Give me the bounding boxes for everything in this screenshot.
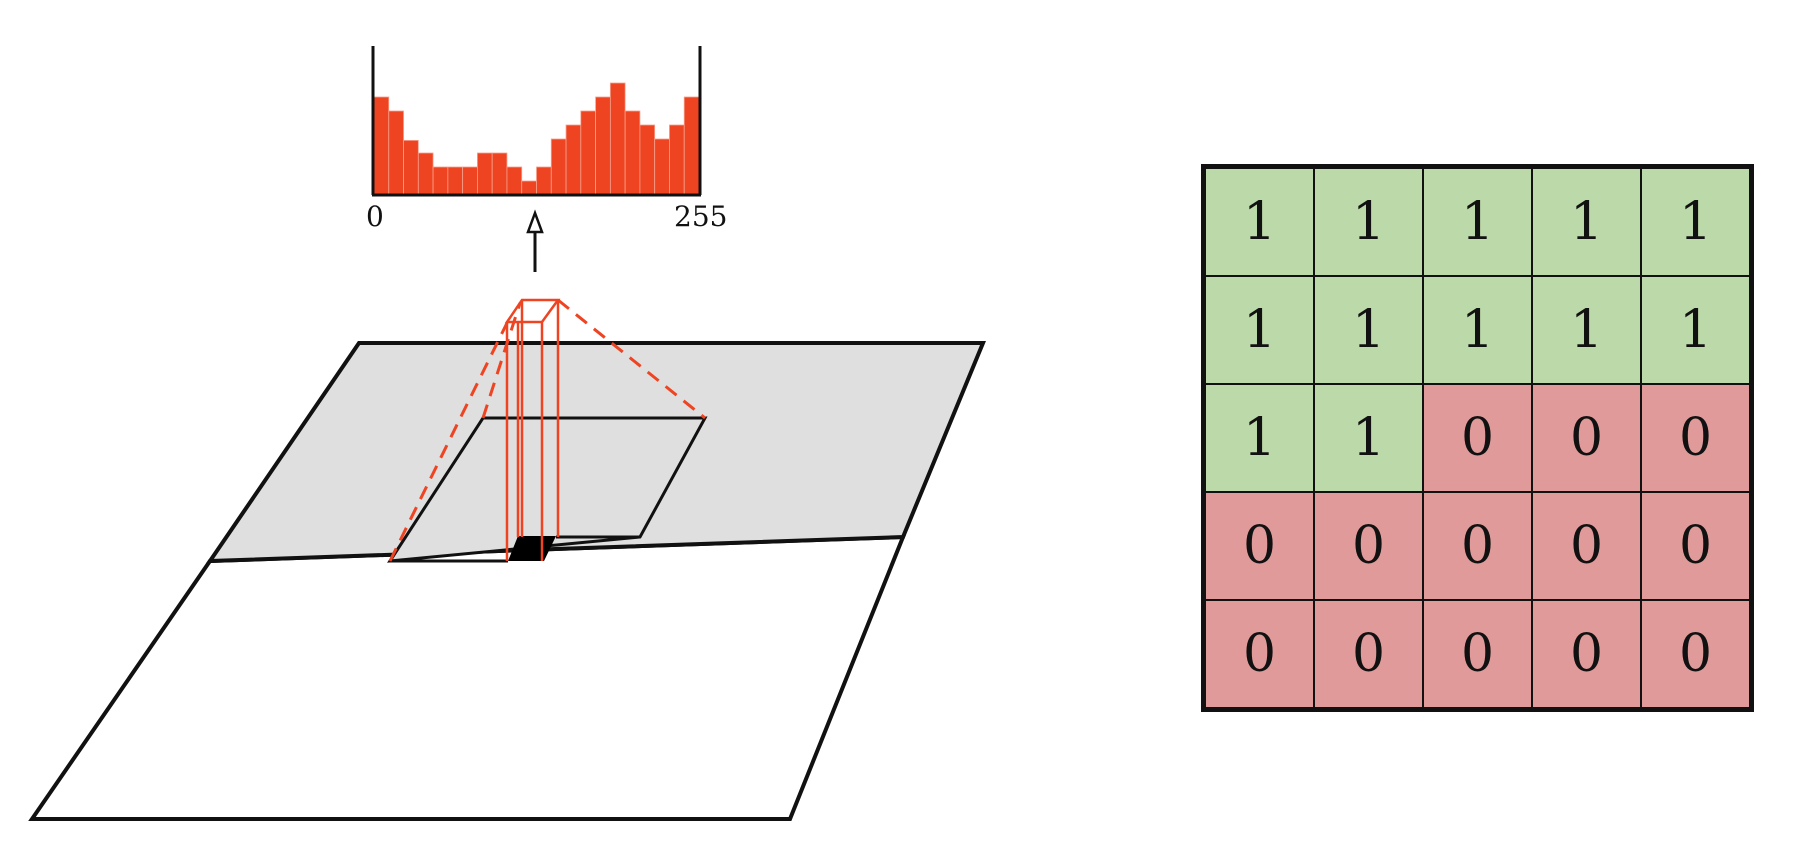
- grid-cell: 0: [1531, 383, 1642, 493]
- histogram-bar: [639, 124, 656, 196]
- histogram-min-label: 0: [366, 200, 384, 233]
- lower-plane: [28, 534, 906, 821]
- grid-cell: 1: [1202, 383, 1315, 493]
- grid-cell: 1: [1640, 165, 1753, 277]
- histogram-bar: [506, 166, 523, 196]
- histogram-bar: [403, 139, 419, 196]
- grid-cell: 0: [1202, 491, 1315, 601]
- pixel-column: [504, 298, 561, 561]
- grid-cell: 1: [1531, 165, 1642, 277]
- histogram: 0 255: [366, 46, 727, 233]
- histogram-bar: [417, 152, 434, 196]
- histogram-bar: [550, 138, 567, 196]
- histogram-bar: [595, 96, 611, 196]
- histogram-bar: [447, 166, 464, 196]
- selected-pixel: [508, 536, 556, 561]
- grid-cell: 0: [1640, 491, 1753, 601]
- grid-cell: 0: [1531, 599, 1642, 711]
- histogram-bars: [373, 82, 700, 196]
- grid-cell: 0: [1640, 383, 1753, 493]
- grid-cell: 1: [1313, 275, 1424, 385]
- histogram-bar: [388, 110, 404, 196]
- histogram-bar: [609, 82, 626, 196]
- grid-cell: 0: [1422, 491, 1533, 601]
- histogram-bar: [491, 152, 508, 196]
- grid-cell: 1: [1640, 275, 1753, 385]
- histogram-bar: [669, 124, 685, 196]
- grid-cell: 0: [1422, 599, 1533, 711]
- histogram-bar: [462, 166, 478, 196]
- grid-cell: 1: [1422, 165, 1533, 277]
- histogram-max-label: 255: [674, 200, 727, 233]
- grid-cell: 0: [1202, 599, 1315, 711]
- grid-cell: 1: [1531, 275, 1642, 385]
- up-arrow: [526, 209, 544, 272]
- histogram-bar: [521, 180, 537, 196]
- histogram-bar: [580, 110, 596, 196]
- plane-edge: [209, 535, 904, 563]
- grid-cell: 0: [1422, 383, 1533, 493]
- histogram-bar: [624, 110, 641, 196]
- grid-cell: 1: [1202, 165, 1315, 277]
- grid-cell: 0: [1640, 599, 1753, 711]
- histogram-bar: [536, 166, 552, 196]
- grid-cell: 1: [1422, 275, 1533, 385]
- histogram-bar: [565, 124, 582, 196]
- grid-cell: 0: [1531, 491, 1642, 601]
- histogram-bar: [432, 166, 449, 196]
- histogram-bar: [683, 96, 700, 196]
- histogram-bar: [654, 138, 670, 196]
- grid-cell: 0: [1313, 599, 1424, 711]
- histogram-bar: [477, 152, 493, 196]
- histogram-bar: [373, 96, 390, 196]
- grid-cell: 1: [1313, 165, 1424, 277]
- grid-cell: 0: [1313, 491, 1424, 601]
- grid-cell: 1: [1202, 275, 1315, 385]
- grid-cell: 1: [1313, 383, 1424, 493]
